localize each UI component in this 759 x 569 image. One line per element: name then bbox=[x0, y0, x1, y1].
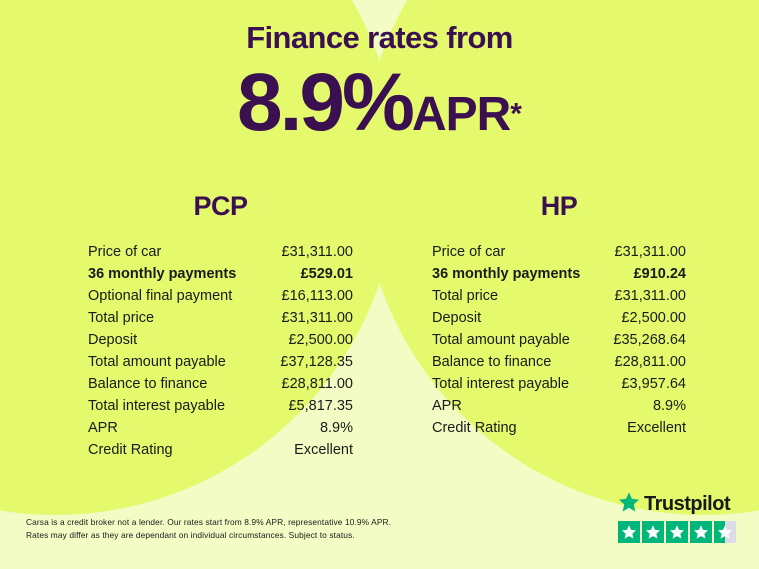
table-row: Balance to finance £28,811.00 bbox=[432, 351, 686, 373]
row-value: Excellent bbox=[294, 442, 353, 458]
row-value: Excellent bbox=[627, 420, 686, 436]
table-row: Price of car £31,311.00 bbox=[432, 241, 686, 263]
disclaimer-line-2: Rates may differ as they are dependant o… bbox=[26, 530, 355, 541]
table-row: Optional final payment £16,113.00 bbox=[88, 285, 353, 307]
rating-star-full-icon bbox=[690, 521, 712, 543]
table-row: Credit Rating Excellent bbox=[432, 417, 686, 439]
row-value: £2,500.00 bbox=[621, 310, 686, 326]
row-label: Credit Rating bbox=[432, 420, 517, 436]
finance-table-hp: Price of car £31,311.00 36 monthly payme… bbox=[432, 241, 686, 439]
headline-rate: 8.9%APR* bbox=[0, 62, 759, 144]
row-value: £16,113.00 bbox=[281, 288, 354, 304]
table-row: Deposit £2,500.00 bbox=[88, 329, 353, 351]
table-row: Deposit £2,500.00 bbox=[432, 307, 686, 329]
row-value: £910.24 bbox=[633, 266, 686, 282]
row-label: Balance to finance bbox=[88, 376, 208, 392]
row-label: APR bbox=[432, 398, 462, 414]
finance-panel-pcp: PCP Price of car £31,311.00 36 monthly p… bbox=[88, 193, 353, 461]
table-row: Total amount payable £37,128.35 bbox=[88, 351, 353, 373]
rating-star-full-icon bbox=[666, 521, 688, 543]
row-value: £529.01 bbox=[300, 266, 353, 282]
row-label: Balance to finance bbox=[432, 354, 552, 370]
row-label: Deposit bbox=[88, 332, 138, 348]
rate-unit: APR bbox=[411, 88, 511, 141]
row-label: Deposit bbox=[432, 310, 482, 326]
row-value: £28,811.00 bbox=[614, 354, 687, 370]
row-label: Price of car bbox=[432, 244, 506, 260]
row-value: £28,811.00 bbox=[281, 376, 354, 392]
table-row: Price of car £31,311.00 bbox=[88, 241, 353, 263]
trustpilot-wordmark: Trustpilot bbox=[618, 491, 744, 518]
row-label: APR bbox=[88, 420, 118, 436]
finance-table-pcp: Price of car £31,311.00 36 monthly payme… bbox=[88, 241, 353, 461]
trustpilot-name: Trustpilot bbox=[644, 493, 731, 515]
row-label: Total price bbox=[88, 310, 155, 326]
finance-panel-hp: HP Price of car £31,311.00 36 monthly pa… bbox=[432, 193, 686, 439]
table-row: APR 8.9% bbox=[88, 417, 353, 439]
rating-star-full-icon bbox=[642, 521, 664, 543]
page-title: Finance rates from bbox=[246, 20, 513, 55]
table-row: Total interest payable £3,957.64 bbox=[432, 373, 686, 395]
row-label: Price of car bbox=[88, 244, 162, 260]
table-row: Total price £31,311.00 bbox=[88, 307, 353, 329]
row-label: Credit Rating bbox=[88, 442, 173, 458]
rate-asterisk: * bbox=[510, 97, 522, 131]
row-value: £31,311.00 bbox=[614, 244, 687, 260]
panel-title-pcp: PCP bbox=[193, 191, 248, 221]
row-value: 8.9% bbox=[652, 398, 686, 414]
row-value: £31,311.00 bbox=[281, 310, 354, 326]
table-row: Total amount payable £35,268.64 bbox=[432, 329, 686, 351]
row-value: £5,817.35 bbox=[288, 398, 353, 414]
row-label: Total price bbox=[432, 288, 499, 304]
row-value: £35,268.64 bbox=[613, 332, 686, 348]
table-row: Credit Rating Excellent bbox=[88, 439, 353, 461]
row-label: Total interest payable bbox=[88, 398, 226, 414]
table-row: 36 monthly payments £910.24 bbox=[432, 263, 686, 285]
trustpilot-badge[interactable]: Trustpilot bbox=[618, 491, 744, 543]
disclaimer-line-1: Carsa is a credit broker not a lender. O… bbox=[26, 517, 392, 527]
disclaimer-text: Carsa is a credit broker not a lender. O… bbox=[26, 516, 426, 542]
row-value: £3,957.64 bbox=[621, 376, 686, 392]
row-value: £31,311.00 bbox=[614, 288, 687, 304]
table-row: APR 8.9% bbox=[432, 395, 686, 417]
row-value: £31,311.00 bbox=[281, 244, 354, 260]
row-value: 8.9% bbox=[319, 420, 353, 436]
rating-star-full-icon bbox=[618, 521, 640, 543]
row-value: £2,500.00 bbox=[288, 332, 353, 348]
row-value: £37,128.35 bbox=[280, 354, 353, 370]
row-label: Total amount payable bbox=[432, 332, 570, 348]
panel-title-hp: HP bbox=[540, 191, 578, 221]
trustpilot-star-icon bbox=[618, 491, 640, 518]
rating-star-half-icon bbox=[714, 521, 736, 543]
table-row: 36 monthly payments £529.01 bbox=[88, 263, 353, 285]
row-label: Optional final payment bbox=[88, 288, 233, 304]
table-row: Total price £31,311.00 bbox=[432, 285, 686, 307]
row-label: Total interest payable bbox=[432, 376, 570, 392]
row-label: 36 monthly payments bbox=[432, 266, 581, 282]
rate-value: 8.9% bbox=[237, 57, 415, 148]
row-label: 36 monthly payments bbox=[88, 266, 237, 282]
trustpilot-star-rating bbox=[618, 521, 744, 543]
table-row: Total interest payable £5,817.35 bbox=[88, 395, 353, 417]
table-row: Balance to finance £28,811.00 bbox=[88, 373, 353, 395]
row-label: Total amount payable bbox=[88, 354, 226, 370]
